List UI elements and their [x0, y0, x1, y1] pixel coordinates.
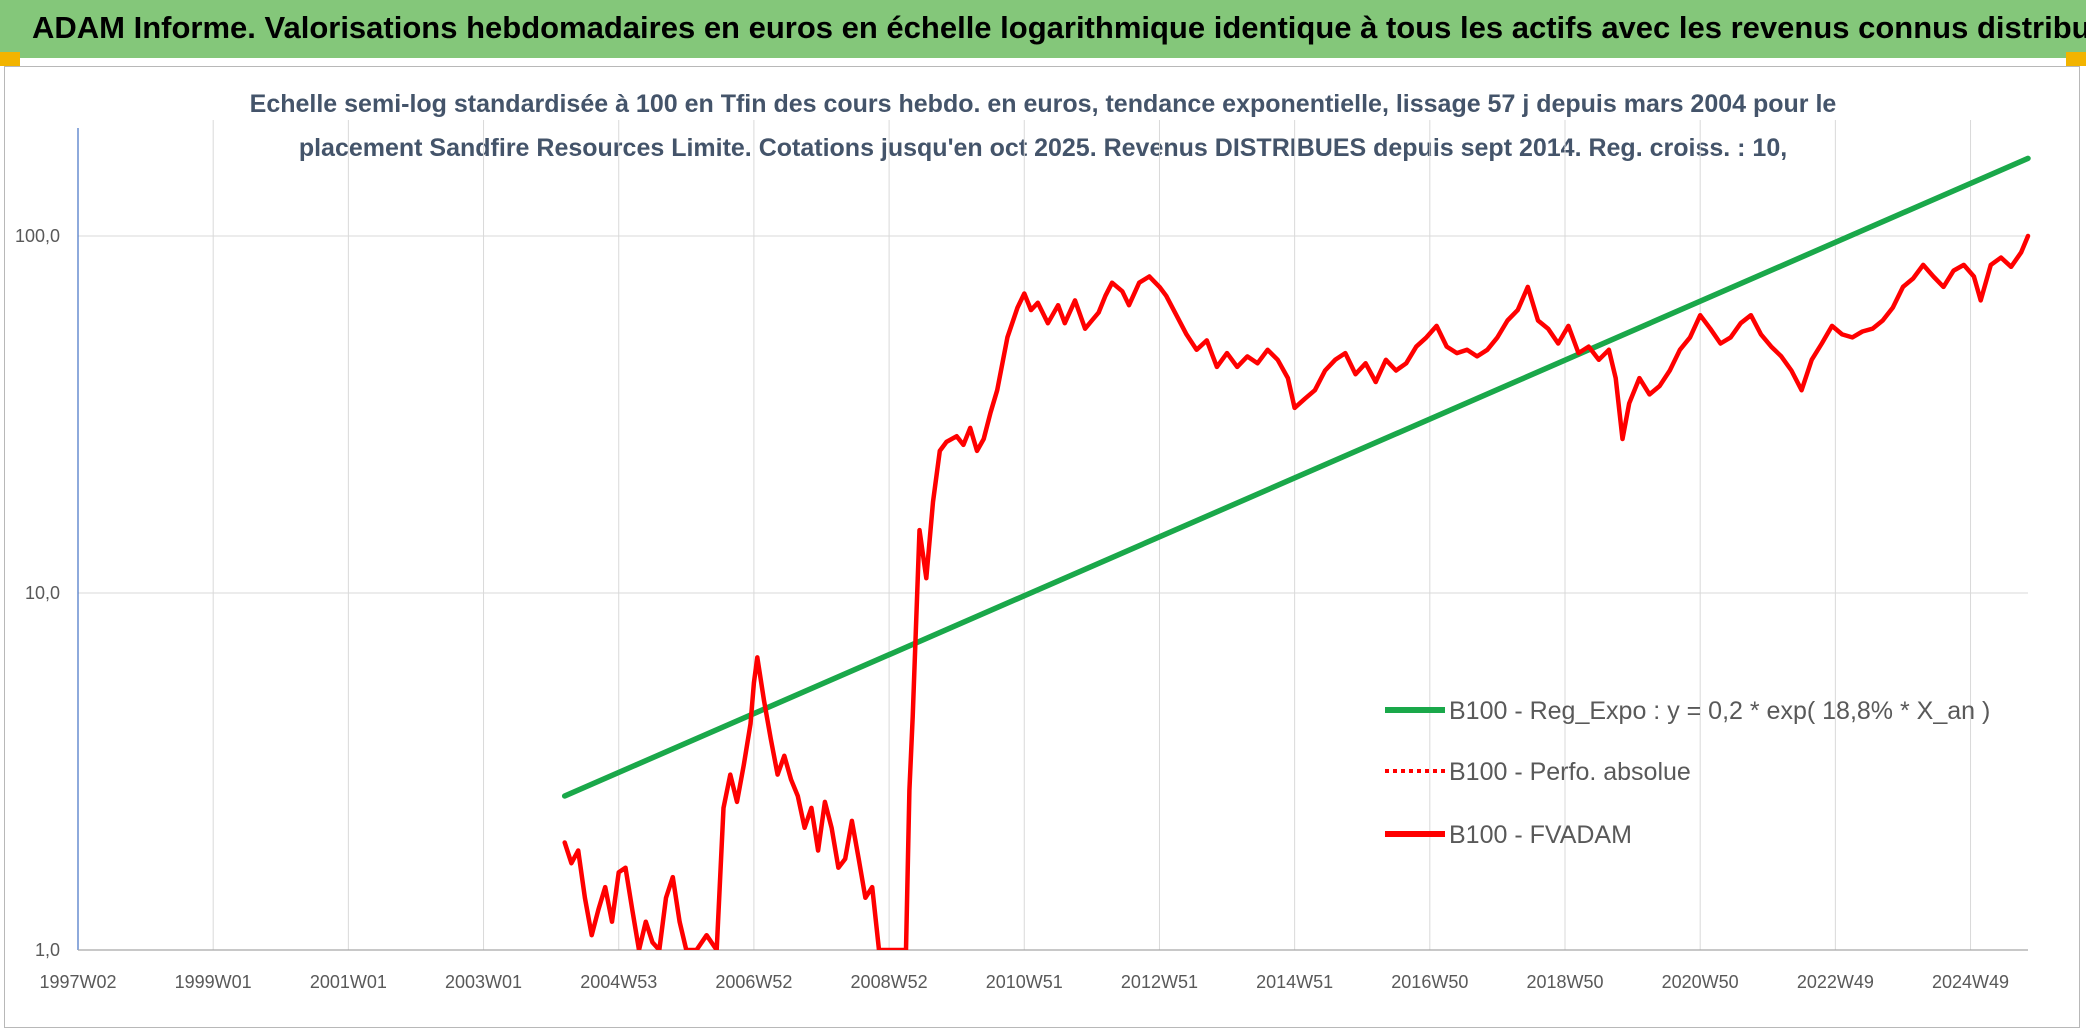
legend-label-1: B100 - Reg_Expo : y = 0,2 * exp( 18,8% *… — [1449, 697, 1990, 725]
x-tick-label: 2022W49 — [1797, 972, 1874, 992]
legend-label-2: B100 - Perfo. absolue — [1449, 758, 1691, 786]
x-tick-label: 2018W50 — [1526, 972, 1603, 992]
x-tick-label: 2006W52 — [715, 972, 792, 992]
x-tick-label: 2014W51 — [1256, 972, 1333, 992]
chart-title-line1: Echelle semi-log standardisée à 100 en T… — [249, 90, 1837, 118]
header-banner: ADAM Informe. Valorisations hebdomadaire… — [0, 0, 2086, 58]
series-line-1 — [561, 155, 2031, 799]
y-tick-label: 10,0 — [25, 583, 60, 603]
x-tick-label: 2008W52 — [851, 972, 928, 992]
legend-label-3: B100 - FVADAM — [1449, 821, 1632, 849]
y-tick-label: 100,0 — [15, 226, 60, 246]
x-tick-label: 2012W51 — [1121, 972, 1198, 992]
page-title: ADAM Informe. Valorisations hebdomadaire… — [32, 10, 2086, 45]
chart-title-line2: placement Sandfire Resources Limite. Cot… — [298, 134, 1788, 162]
x-tick-label: 2020W50 — [1662, 972, 1739, 992]
series-line-3 — [562, 233, 2031, 950]
x-tick-label: 2003W01 — [445, 972, 522, 992]
chart-frame — [4, 66, 2080, 1028]
x-tick-label: 2016W50 — [1391, 972, 1468, 992]
corner-marker-left — [0, 52, 20, 66]
x-tick-label: 1999W01 — [175, 972, 252, 992]
x-tick-label: 2024W49 — [1932, 972, 2009, 992]
x-tick-label: 1997W02 — [39, 972, 116, 992]
x-tick-label: 2010W51 — [986, 972, 1063, 992]
corner-marker-right — [2066, 52, 2086, 66]
x-tick-label: 2004W53 — [580, 972, 657, 992]
x-tick-label: 2001W01 — [310, 972, 387, 992]
y-tick-label: 1,0 — [35, 940, 60, 960]
